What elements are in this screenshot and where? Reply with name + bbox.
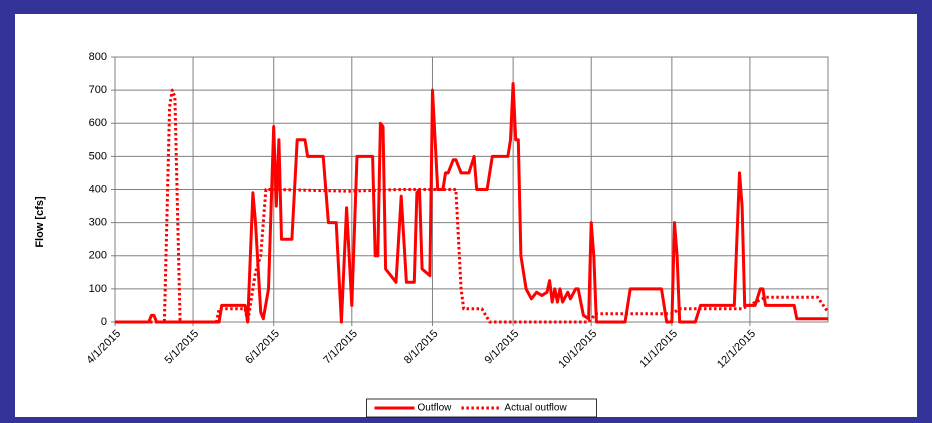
plot-border bbox=[114, 56, 829, 323]
legend-label: Outflow bbox=[418, 403, 453, 414]
y-tick-label: 200 bbox=[89, 250, 107, 262]
panel bbox=[15, 14, 917, 417]
y-tick-label: 700 bbox=[89, 84, 107, 96]
y-tick-label: 600 bbox=[89, 117, 107, 129]
series-line bbox=[115, 82, 828, 324]
y-tick-label: 300 bbox=[89, 217, 107, 229]
y-tick-label: 800 bbox=[89, 51, 107, 63]
y-tick-label: 500 bbox=[89, 150, 107, 162]
y-tick-label: 400 bbox=[89, 183, 107, 195]
y-tick-label: 100 bbox=[89, 283, 107, 295]
series-line bbox=[115, 88, 830, 324]
legend-label: Actual outflow bbox=[504, 403, 567, 414]
y-axis-label: Flow [cfs] bbox=[34, 196, 46, 248]
y-tick-label: 0 bbox=[101, 316, 107, 328]
